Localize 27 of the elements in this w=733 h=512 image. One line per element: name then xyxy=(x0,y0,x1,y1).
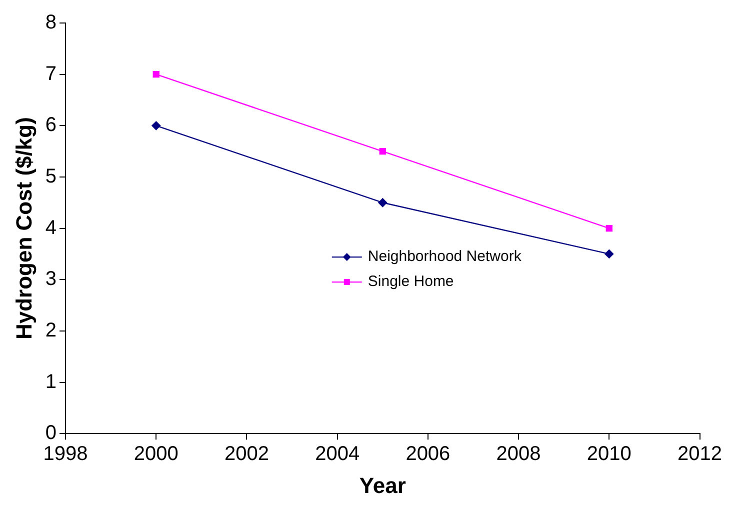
y-tick-label: 3 xyxy=(45,268,57,290)
x-tick-label: 2012 xyxy=(678,443,722,466)
point xyxy=(379,148,386,155)
point xyxy=(604,249,614,258)
point xyxy=(152,70,160,78)
y-tick-label: 8 xyxy=(45,12,57,34)
x-tick-label: 2008 xyxy=(496,443,541,466)
point xyxy=(152,121,161,130)
y-tick-label: 6 xyxy=(45,114,57,136)
legend-label: Single Home xyxy=(368,273,454,290)
x-tick-label: 1998 xyxy=(43,443,88,466)
legend-label: Neighborhood Network xyxy=(368,248,522,266)
x-tick-label: 2010 xyxy=(586,443,632,466)
x-tick-label: 2004 xyxy=(315,443,360,466)
y-tick-label: 7 xyxy=(45,62,57,85)
y-tick-label: 1 xyxy=(45,370,57,393)
x-tick-label: 2000 xyxy=(134,443,178,466)
y-tick-label: 0 xyxy=(45,422,57,444)
y-tick-label: 4 xyxy=(45,216,57,239)
x-tick-label: 2002 xyxy=(224,443,269,466)
point xyxy=(378,198,388,208)
y-tick-label: 5 xyxy=(45,165,57,188)
x-tick-label: 2006 xyxy=(406,443,450,466)
x-axis-title: Year xyxy=(359,472,406,498)
point xyxy=(606,224,612,232)
y-tick-label: 2 xyxy=(45,319,57,342)
y-axis-title: Hydrogen Cost ($/kg) xyxy=(11,117,36,340)
